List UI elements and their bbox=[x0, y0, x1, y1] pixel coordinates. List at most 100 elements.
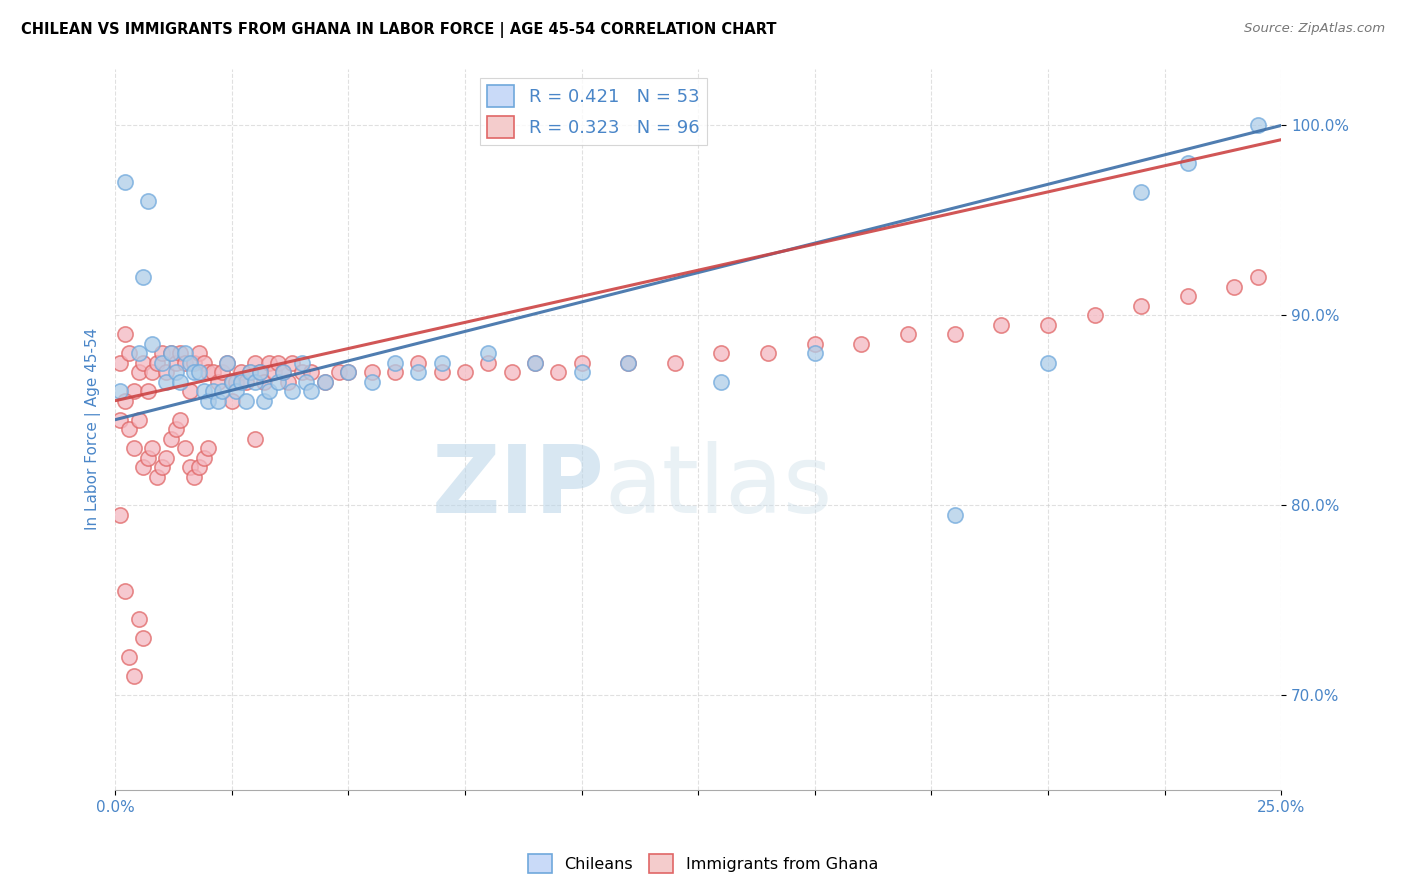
Point bbox=[477, 346, 499, 360]
Point bbox=[384, 365, 406, 379]
Point bbox=[360, 375, 382, 389]
Point bbox=[193, 384, 215, 399]
Point bbox=[150, 356, 173, 370]
Point bbox=[188, 346, 211, 360]
Point bbox=[235, 375, 257, 389]
Point bbox=[207, 375, 229, 389]
Point bbox=[197, 365, 219, 379]
Point bbox=[132, 356, 155, 370]
Point bbox=[477, 356, 499, 370]
Point bbox=[501, 365, 523, 379]
Point bbox=[243, 432, 266, 446]
Point bbox=[179, 384, 201, 399]
Point bbox=[384, 356, 406, 370]
Point bbox=[118, 422, 141, 436]
Point bbox=[128, 346, 150, 360]
Point bbox=[225, 384, 247, 399]
Point bbox=[169, 375, 191, 389]
Point bbox=[430, 356, 453, 370]
Point bbox=[1247, 119, 1270, 133]
Point bbox=[193, 450, 215, 465]
Point bbox=[408, 365, 430, 379]
Point bbox=[165, 356, 187, 370]
Point bbox=[197, 441, 219, 455]
Point bbox=[229, 375, 252, 389]
Point bbox=[291, 365, 314, 379]
Point bbox=[207, 393, 229, 408]
Text: Source: ZipAtlas.com: Source: ZipAtlas.com bbox=[1244, 22, 1385, 36]
Point bbox=[114, 583, 136, 598]
Point bbox=[299, 365, 322, 379]
Point bbox=[235, 393, 257, 408]
Point bbox=[337, 365, 360, 379]
Point bbox=[179, 356, 201, 370]
Point bbox=[202, 365, 225, 379]
Point bbox=[183, 356, 205, 370]
Point bbox=[122, 441, 145, 455]
Point bbox=[108, 508, 131, 522]
Point bbox=[271, 365, 294, 379]
Point bbox=[253, 375, 276, 389]
Point bbox=[571, 365, 593, 379]
Point bbox=[122, 669, 145, 683]
Point bbox=[155, 375, 177, 389]
Point bbox=[229, 365, 252, 379]
Point bbox=[211, 384, 233, 399]
Point bbox=[217, 356, 239, 370]
Point bbox=[221, 375, 243, 389]
Point bbox=[132, 270, 155, 285]
Point bbox=[523, 356, 546, 370]
Point bbox=[165, 365, 187, 379]
Point bbox=[211, 365, 233, 379]
Point bbox=[617, 356, 640, 370]
Text: CHILEAN VS IMMIGRANTS FROM GHANA IN LABOR FORCE | AGE 45-54 CORRELATION CHART: CHILEAN VS IMMIGRANTS FROM GHANA IN LABO… bbox=[21, 22, 776, 38]
Point bbox=[281, 384, 304, 399]
Point bbox=[1083, 308, 1105, 322]
Point bbox=[183, 365, 205, 379]
Point bbox=[243, 356, 266, 370]
Point bbox=[756, 346, 779, 360]
Point bbox=[136, 384, 159, 399]
Point bbox=[160, 432, 183, 446]
Point bbox=[114, 393, 136, 408]
Legend: Chileans, Immigrants from Ghana: Chileans, Immigrants from Ghana bbox=[522, 847, 884, 880]
Point bbox=[408, 356, 430, 370]
Point bbox=[314, 375, 336, 389]
Point bbox=[943, 508, 966, 522]
Point bbox=[136, 450, 159, 465]
Point bbox=[114, 175, 136, 189]
Point bbox=[253, 393, 276, 408]
Point bbox=[217, 356, 239, 370]
Point bbox=[710, 346, 733, 360]
Point bbox=[430, 365, 453, 379]
Point bbox=[141, 365, 163, 379]
Point bbox=[291, 356, 314, 370]
Point bbox=[174, 346, 197, 360]
Point bbox=[128, 413, 150, 427]
Point bbox=[197, 393, 219, 408]
Point bbox=[257, 356, 280, 370]
Point bbox=[257, 384, 280, 399]
Point bbox=[1247, 270, 1270, 285]
Point bbox=[267, 375, 290, 389]
Point bbox=[271, 365, 294, 379]
Point bbox=[160, 346, 183, 360]
Point bbox=[263, 365, 285, 379]
Point bbox=[174, 356, 197, 370]
Point bbox=[851, 336, 873, 351]
Point bbox=[328, 365, 350, 379]
Y-axis label: In Labor Force | Age 45-54: In Labor Force | Age 45-54 bbox=[86, 328, 101, 531]
Point bbox=[108, 356, 131, 370]
Point bbox=[267, 356, 290, 370]
Point bbox=[943, 327, 966, 342]
Point bbox=[1177, 289, 1199, 303]
Point bbox=[146, 356, 169, 370]
Point bbox=[1177, 156, 1199, 170]
Point bbox=[571, 356, 593, 370]
Point bbox=[295, 375, 318, 389]
Point bbox=[1130, 299, 1153, 313]
Point bbox=[202, 384, 225, 399]
Point bbox=[150, 460, 173, 475]
Point bbox=[547, 365, 569, 379]
Point bbox=[360, 365, 382, 379]
